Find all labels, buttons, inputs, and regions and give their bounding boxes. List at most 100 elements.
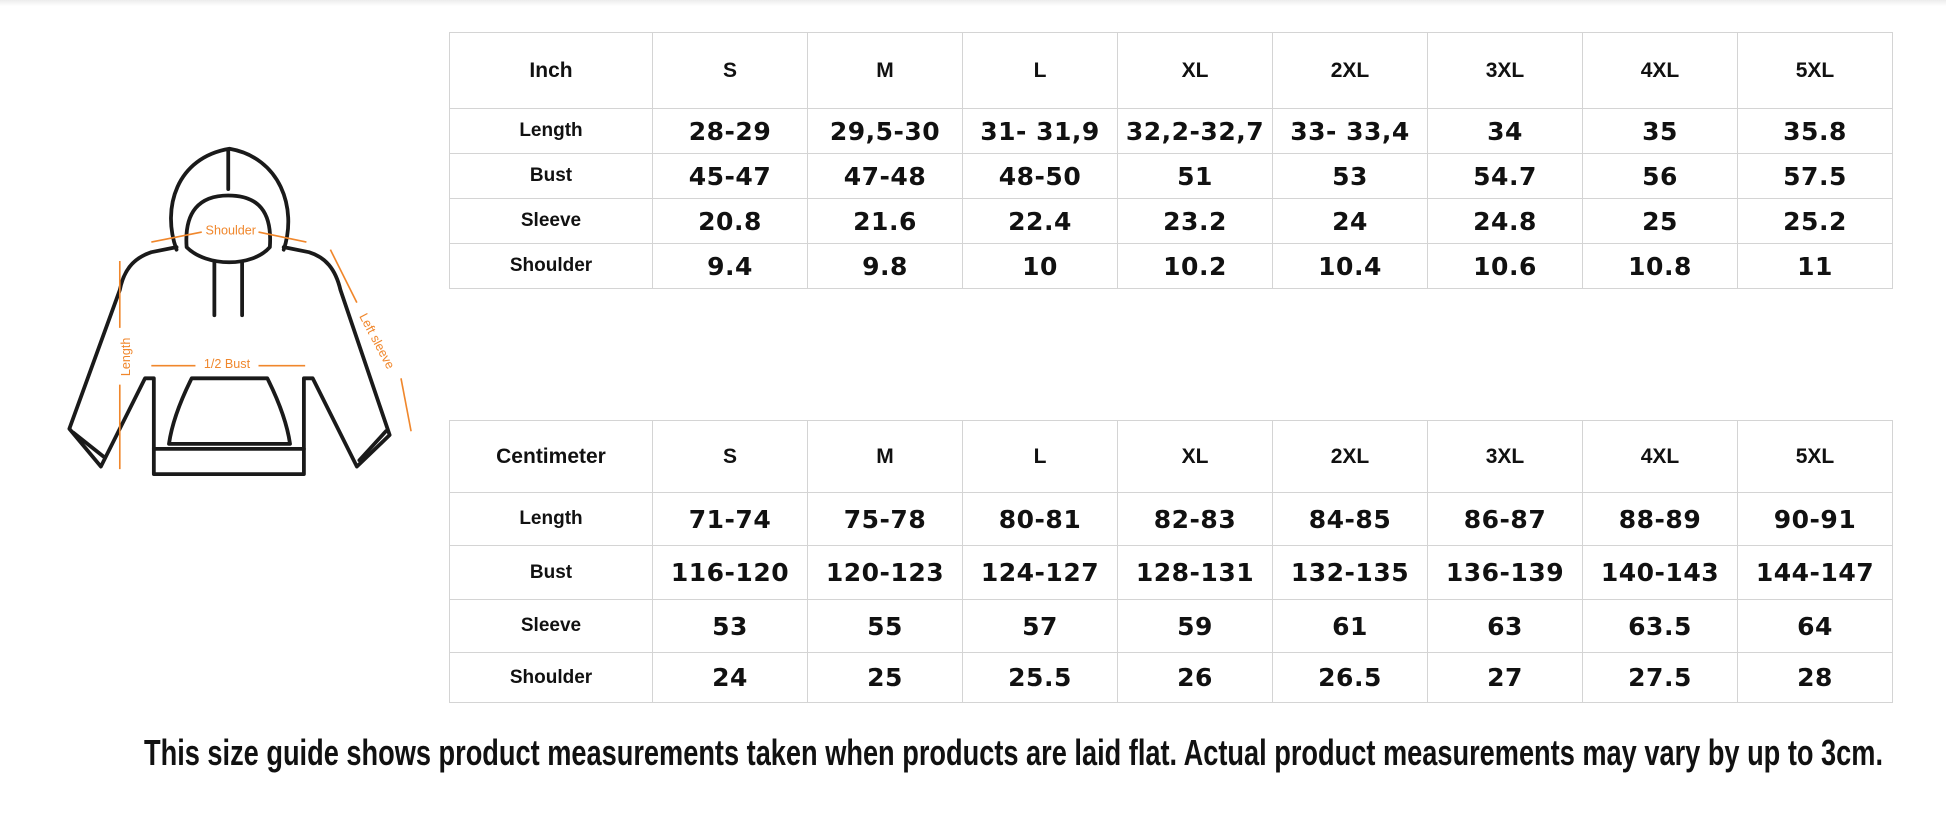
hoodie-illustration: Shoulder 1/2 Bust Length Left sleeve (67, 146, 412, 477)
table-row: Bust 116-120 120-123 124-127 128-131 132-135 1… (449, 545, 1893, 600)
value-cell: 21.6 (807, 198, 963, 244)
centimeter-size-table: Centimeter S M L XL 2XL 3XL 4XL 5XL Length 71-74 75… (449, 420, 1893, 703)
header-cell: Centimeter (449, 420, 653, 493)
value-cell: 116-120 (652, 545, 808, 600)
value-cell: 31- 31,9 (962, 108, 1118, 154)
value-cell: 35.8 (1737, 108, 1893, 154)
row-label: Shoulder (449, 652, 653, 703)
header-cell: 2XL (1272, 420, 1428, 493)
row-label: Bust (449, 545, 653, 600)
value-cell: 132-135 (1272, 545, 1428, 600)
value-cell: 26 (1117, 652, 1273, 703)
value-cell: 10.8 (1582, 243, 1738, 289)
header-cell: Inch (449, 32, 653, 109)
row-label: Length (449, 492, 653, 546)
value-cell: 57.5 (1737, 153, 1893, 199)
value-cell: 57 (962, 599, 1118, 653)
header-cell: 4XL (1582, 32, 1738, 109)
value-cell: 48-50 (962, 153, 1118, 199)
header-row: Inch S M L XL 2XL 3XL 4XL 5XL (449, 32, 1893, 109)
value-cell: 55 (807, 599, 963, 653)
value-cell: 90-91 (1737, 492, 1893, 546)
table-row: Shoulder 24 25 25.5 26 26.5 27 27.5 28 (449, 652, 1893, 703)
header-cell: 5XL (1737, 420, 1893, 493)
table-row: Bust 45-47 47-48 48-50 51 53 54.7 56 57.5 (449, 153, 1893, 199)
value-cell: 140-143 (1582, 545, 1738, 600)
header-cell: S (652, 32, 808, 109)
value-cell: 82-83 (1117, 492, 1273, 546)
row-label: Bust (449, 153, 653, 199)
table-row: Sleeve 53 55 57 59 61 63 63.5 64 (449, 599, 1893, 653)
value-cell: 33- 33,4 (1272, 108, 1428, 154)
value-cell: 27 (1427, 652, 1583, 703)
value-cell: 56 (1582, 153, 1738, 199)
value-cell: 63 (1427, 599, 1583, 653)
header-cell: 3XL (1427, 420, 1583, 493)
top-shadow (0, 0, 1946, 6)
header-cell: 5XL (1737, 32, 1893, 109)
value-cell: 9.8 (807, 243, 963, 289)
value-cell: 75-78 (807, 492, 963, 546)
value-cell: 10 (962, 243, 1118, 289)
row-label: Sleeve (449, 599, 653, 653)
value-cell: 71-74 (652, 492, 808, 546)
value-cell: 29,5-30 (807, 108, 963, 154)
value-cell: 45-47 (652, 153, 808, 199)
value-cell: 63.5 (1582, 599, 1738, 653)
value-cell: 23.2 (1117, 198, 1273, 244)
value-cell: 24.8 (1427, 198, 1583, 244)
row-label: Length (449, 108, 653, 154)
header-cell: 2XL (1272, 32, 1428, 109)
table-row: Shoulder 9.4 9.8 10 10.2 10.4 10.6 10.8 11 (449, 243, 1893, 289)
value-cell: 80-81 (962, 492, 1118, 546)
value-cell: 128-131 (1117, 545, 1273, 600)
header-cell: M (807, 32, 963, 109)
value-cell: 120-123 (807, 545, 963, 600)
table-row: Sleeve 20.8 21.6 22.4 23.2 24 24.8 25 25.2 (449, 198, 1893, 244)
value-cell: 136-139 (1427, 545, 1583, 600)
table-row: Length 28-29 29,5-30 31- 31,9 32,2-32,7 33- 3… (449, 108, 1893, 154)
header-cell: XL (1117, 32, 1273, 109)
header-row: Centimeter S M L XL 2XL 3XL 4XL 5XL (449, 420, 1893, 493)
value-cell: 53 (652, 599, 808, 653)
header-cell: 4XL (1582, 420, 1738, 493)
header-cell: 3XL (1427, 32, 1583, 109)
value-cell: 28-29 (652, 108, 808, 154)
value-cell: 144-147 (1737, 545, 1893, 600)
sleeve-label: Left sleeve (356, 311, 397, 371)
table-row: Length 71-74 75-78 80-81 82-83 84-85 86-87 88-8… (449, 492, 1893, 546)
value-cell: 20.8 (652, 198, 808, 244)
value-cell: 11 (1737, 243, 1893, 289)
value-cell: 27.5 (1582, 652, 1738, 703)
row-label: Shoulder (449, 243, 653, 289)
value-cell: 25.5 (962, 652, 1118, 703)
value-cell: 124-127 (962, 545, 1118, 600)
value-cell: 10.6 (1427, 243, 1583, 289)
header-cell: S (652, 420, 808, 493)
header-cell: L (962, 420, 1118, 493)
value-cell: 54.7 (1427, 153, 1583, 199)
value-cell: 86-87 (1427, 492, 1583, 546)
footer-note: This size guide shows product measuremen… (144, 732, 1883, 773)
value-cell: 88-89 (1582, 492, 1738, 546)
value-cell: 51 (1117, 153, 1273, 199)
value-cell: 35 (1582, 108, 1738, 154)
value-cell: 10.2 (1117, 243, 1273, 289)
value-cell: 24 (652, 652, 808, 703)
value-cell: 61 (1272, 599, 1428, 653)
inch-size-table: Inch S M L XL 2XL 3XL 4XL 5XL Length 28-29 29,5-30 3… (449, 32, 1893, 289)
row-label: Sleeve (449, 198, 653, 244)
header-cell: XL (1117, 420, 1273, 493)
footer: This size guide shows product measuremen… (144, 732, 1883, 773)
shoulder-label: Shoulder (206, 224, 256, 238)
value-cell: 64 (1737, 599, 1893, 653)
value-cell: 25 (1582, 198, 1738, 244)
value-cell: 22.4 (962, 198, 1118, 244)
value-cell: 9.4 (652, 243, 808, 289)
value-cell: 32,2-32,7 (1117, 108, 1273, 154)
header-cell: M (807, 420, 963, 493)
value-cell: 59 (1117, 599, 1273, 653)
length-label: Length (119, 338, 133, 377)
value-cell: 47-48 (807, 153, 963, 199)
